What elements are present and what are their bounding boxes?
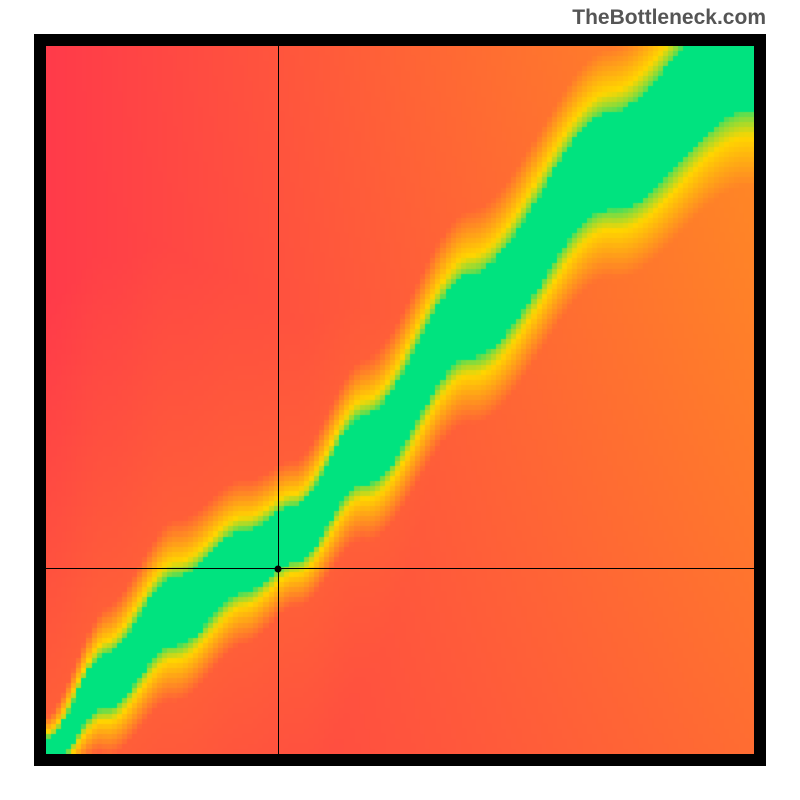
crosshair-horizontal-line xyxy=(46,568,754,569)
plot-area xyxy=(46,46,754,754)
crosshair-marker xyxy=(275,565,282,572)
watermark-label: TheBottleneck.com xyxy=(572,6,766,30)
crosshair-vertical-line xyxy=(278,46,279,754)
heatmap-canvas xyxy=(46,46,754,754)
chart-container: TheBottleneck.com xyxy=(0,0,800,800)
